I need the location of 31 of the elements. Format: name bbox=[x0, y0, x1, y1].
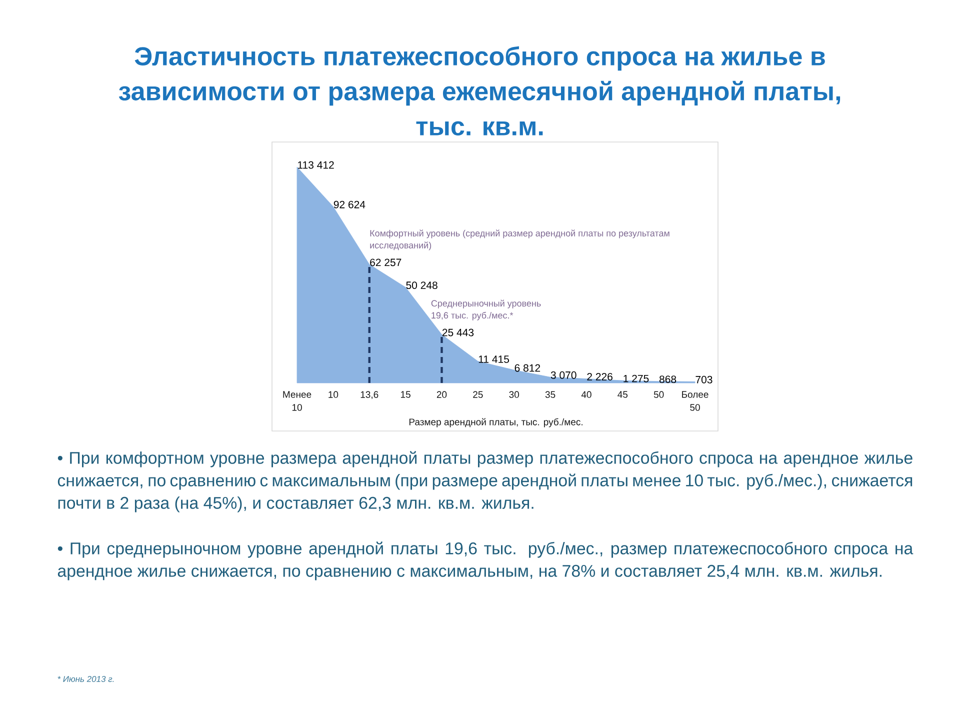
x-tick-label: 15 bbox=[400, 391, 410, 398]
data-label: 3 070 bbox=[550, 371, 576, 379]
data-label: 11 415 bbox=[478, 356, 510, 363]
data-label: 6 812 bbox=[514, 364, 540, 372]
x-tick-label: 10 bbox=[328, 391, 338, 398]
x-tick-label: 45 bbox=[618, 391, 628, 398]
data-label: 703 bbox=[696, 376, 712, 384]
data-label: 25 443 bbox=[442, 328, 474, 336]
x-tick-label: Более 50 bbox=[682, 391, 708, 411]
data-label: 868 bbox=[659, 376, 676, 384]
x-tick-label: 13,6 bbox=[360, 391, 378, 400]
data-label: 50 248 bbox=[406, 282, 438, 290]
data-label: 2 226 bbox=[587, 373, 612, 380]
x-axis-title: Размер арендной платы, тыс. руб./мес. bbox=[409, 418, 582, 428]
text: • При комфортном уровне размера арендной платы размер платежеспособного спроса на арендное жилье снижается, по сравнению с максимальным (при размере арендной платы менее 10 тыс. руб./мес.), снижается почти в 2 раза (на 45%), и составляет 62,3 млн. кв.м. жилья. bbox=[58, 451, 912, 512]
x-tick-label: 50 bbox=[654, 391, 664, 398]
x-tick-label: 40 bbox=[581, 391, 592, 398]
x-tick-label: 20 bbox=[436, 391, 447, 398]
text: * Июнь 2013 г. bbox=[58, 676, 114, 682]
x-tick-label: 25 bbox=[473, 391, 483, 398]
chart-title: Эластичность платежеспособного спроса на жилье в зависимости от размера ежемесячной арендной платы, тыс. кв.м. bbox=[118, 46, 840, 136]
text: • При среднерыночном уровне арендной платы 19,6 тыс. руб./мес., размер платежеспособного спроса на арендное жилье снижается, по сравнению с максимальным, на 78% и составляет 25,4 млн. кв.м. жилья. bbox=[58, 542, 914, 580]
ref-line-label: Комфортный уровень (средний размер арендной платы по результатам исследований) bbox=[370, 230, 670, 250]
data-label: 1 275 bbox=[624, 374, 649, 382]
data-label: 92 624 bbox=[334, 200, 366, 208]
x-tick-label: Менее 10 bbox=[283, 391, 312, 411]
data-label: 62 257 bbox=[370, 258, 402, 266]
x-tick-label: 30 bbox=[509, 391, 520, 398]
data-label: 113 412 bbox=[298, 161, 334, 169]
x-tick-label: 35 bbox=[545, 391, 556, 398]
ref-line-label: Среднерыночный уровень 19,6 тыс. руб./мес.* bbox=[431, 300, 541, 320]
